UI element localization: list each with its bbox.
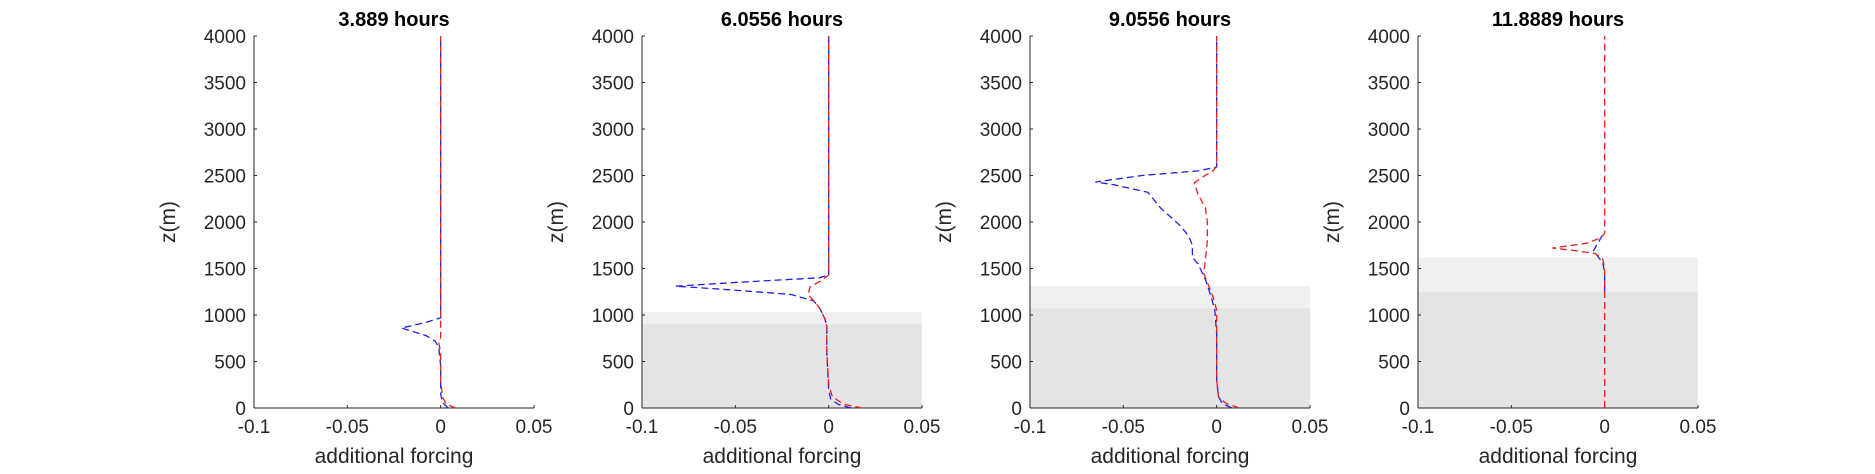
series-line-blue — [1592, 230, 1606, 292]
chart-panel-2: 0 500 1000 1500 2000 2500 3000 3500 4000 -0.1 -0.0… — [545, 9, 940, 468]
shaded-band-dark — [642, 324, 922, 408]
y-tick-label: 1500 — [592, 260, 634, 281]
x-tick-label: -0.1 — [626, 417, 659, 438]
y-tick-label: 2000 — [1368, 213, 1410, 234]
y-tick-label: 3000 — [980, 120, 1022, 141]
y-tick-label: 2000 — [592, 213, 634, 234]
x-tick-label: 0 — [1599, 417, 1610, 438]
y-tick-label: 1000 — [204, 306, 246, 327]
y-tick-label: 3500 — [1368, 74, 1410, 95]
x-tick-label: 0 — [435, 417, 446, 438]
y-tick-label: 0 — [1399, 399, 1410, 420]
y-tick-label: 3500 — [592, 74, 634, 95]
y-tick-label: 2500 — [980, 167, 1022, 188]
x-tick-label: -0.1 — [1014, 417, 1047, 438]
x-tick-label: 0.05 — [904, 417, 941, 438]
series-line-red — [807, 36, 863, 409]
panel-title: 9.0556 hours — [1109, 9, 1231, 31]
x-tick-label: -0.1 — [1402, 417, 1435, 438]
panel-title: 3.889 hours — [338, 9, 449, 31]
y-tick-label: 500 — [990, 353, 1022, 374]
y-tick-label: 1000 — [592, 306, 634, 327]
x-tick-label: -0.05 — [1102, 417, 1145, 438]
y-tick-label: 2000 — [204, 213, 246, 234]
series-line-red — [1552, 36, 1606, 408]
y-tick-label: 4000 — [1368, 27, 1410, 48]
series-line-blue — [398, 36, 449, 409]
x-tick-label: -0.1 — [238, 417, 271, 438]
y-tick-label: 2000 — [980, 213, 1022, 234]
x-tick-label: -0.05 — [1490, 417, 1533, 438]
y-tick-label: 3500 — [204, 74, 246, 95]
y-tick-label: 3000 — [1368, 120, 1410, 141]
y-tick-label: 500 — [214, 353, 246, 374]
y-axis-title: z(m) — [157, 201, 180, 243]
x-tick-label: 0.05 — [1680, 417, 1717, 438]
chart-panel-1: 0 500 1000 1500 2000 2500 3000 3500 4000 -0.1 -0.0… — [157, 9, 552, 468]
y-tick-label: 500 — [1378, 353, 1410, 374]
y-tick-label: 0 — [1011, 399, 1022, 420]
x-tick-label: 0.05 — [1292, 417, 1329, 438]
x-tick-label: -0.05 — [326, 417, 369, 438]
y-tick-label: 0 — [235, 399, 246, 420]
y-tick-label: 1000 — [1368, 306, 1410, 327]
chart-panel-4: 0 500 1000 1500 2000 2500 3000 3500 4000 -0.1 -0.0… — [1321, 9, 1716, 468]
series-line-red — [438, 36, 456, 409]
y-tick-label: 2500 — [204, 167, 246, 188]
y-tick-label: 2500 — [1368, 167, 1410, 188]
x-axis-title: additional forcing — [315, 445, 474, 468]
x-tick-label: 0 — [823, 417, 834, 438]
series-line-blue — [1095, 36, 1232, 409]
x-axis-title: additional forcing — [703, 445, 862, 468]
series-line-red — [1193, 36, 1240, 409]
panel-title: 11.8889 hours — [1492, 9, 1624, 31]
y-tick-label: 4000 — [204, 27, 246, 48]
y-tick-label: 3000 — [204, 120, 246, 141]
y-tick-label: 4000 — [592, 27, 634, 48]
x-tick-label: 0 — [1211, 417, 1222, 438]
x-axis-title: additional forcing — [1479, 445, 1638, 468]
y-tick-label: 2500 — [592, 167, 634, 188]
y-tick-label: 1500 — [980, 260, 1022, 281]
y-axis-title: z(m) — [1321, 201, 1344, 243]
y-axis-title: z(m) — [933, 201, 956, 243]
y-tick-label: 1500 — [1368, 260, 1410, 281]
chart-panel-3: 0 500 1000 1500 2000 2500 3000 3500 4000 -0.1 -0.0… — [933, 9, 1328, 468]
y-axis-title: z(m) — [545, 201, 568, 243]
panel-title: 6.0556 hours — [721, 9, 843, 31]
y-tick-label: 3500 — [980, 74, 1022, 95]
y-tick-label: 500 — [602, 353, 634, 374]
shaded-band-dark — [1030, 308, 1310, 408]
x-axis-title: additional forcing — [1091, 445, 1250, 468]
y-tick-label: 1000 — [980, 306, 1022, 327]
y-tick-label: 1500 — [204, 260, 246, 281]
y-tick-label: 4000 — [980, 27, 1022, 48]
y-tick-label: 3000 — [592, 120, 634, 141]
x-tick-label: 0.05 — [516, 417, 553, 438]
y-tick-label: 0 — [623, 399, 634, 420]
shaded-band-dark — [1418, 291, 1698, 408]
x-tick-label: -0.05 — [714, 417, 757, 438]
